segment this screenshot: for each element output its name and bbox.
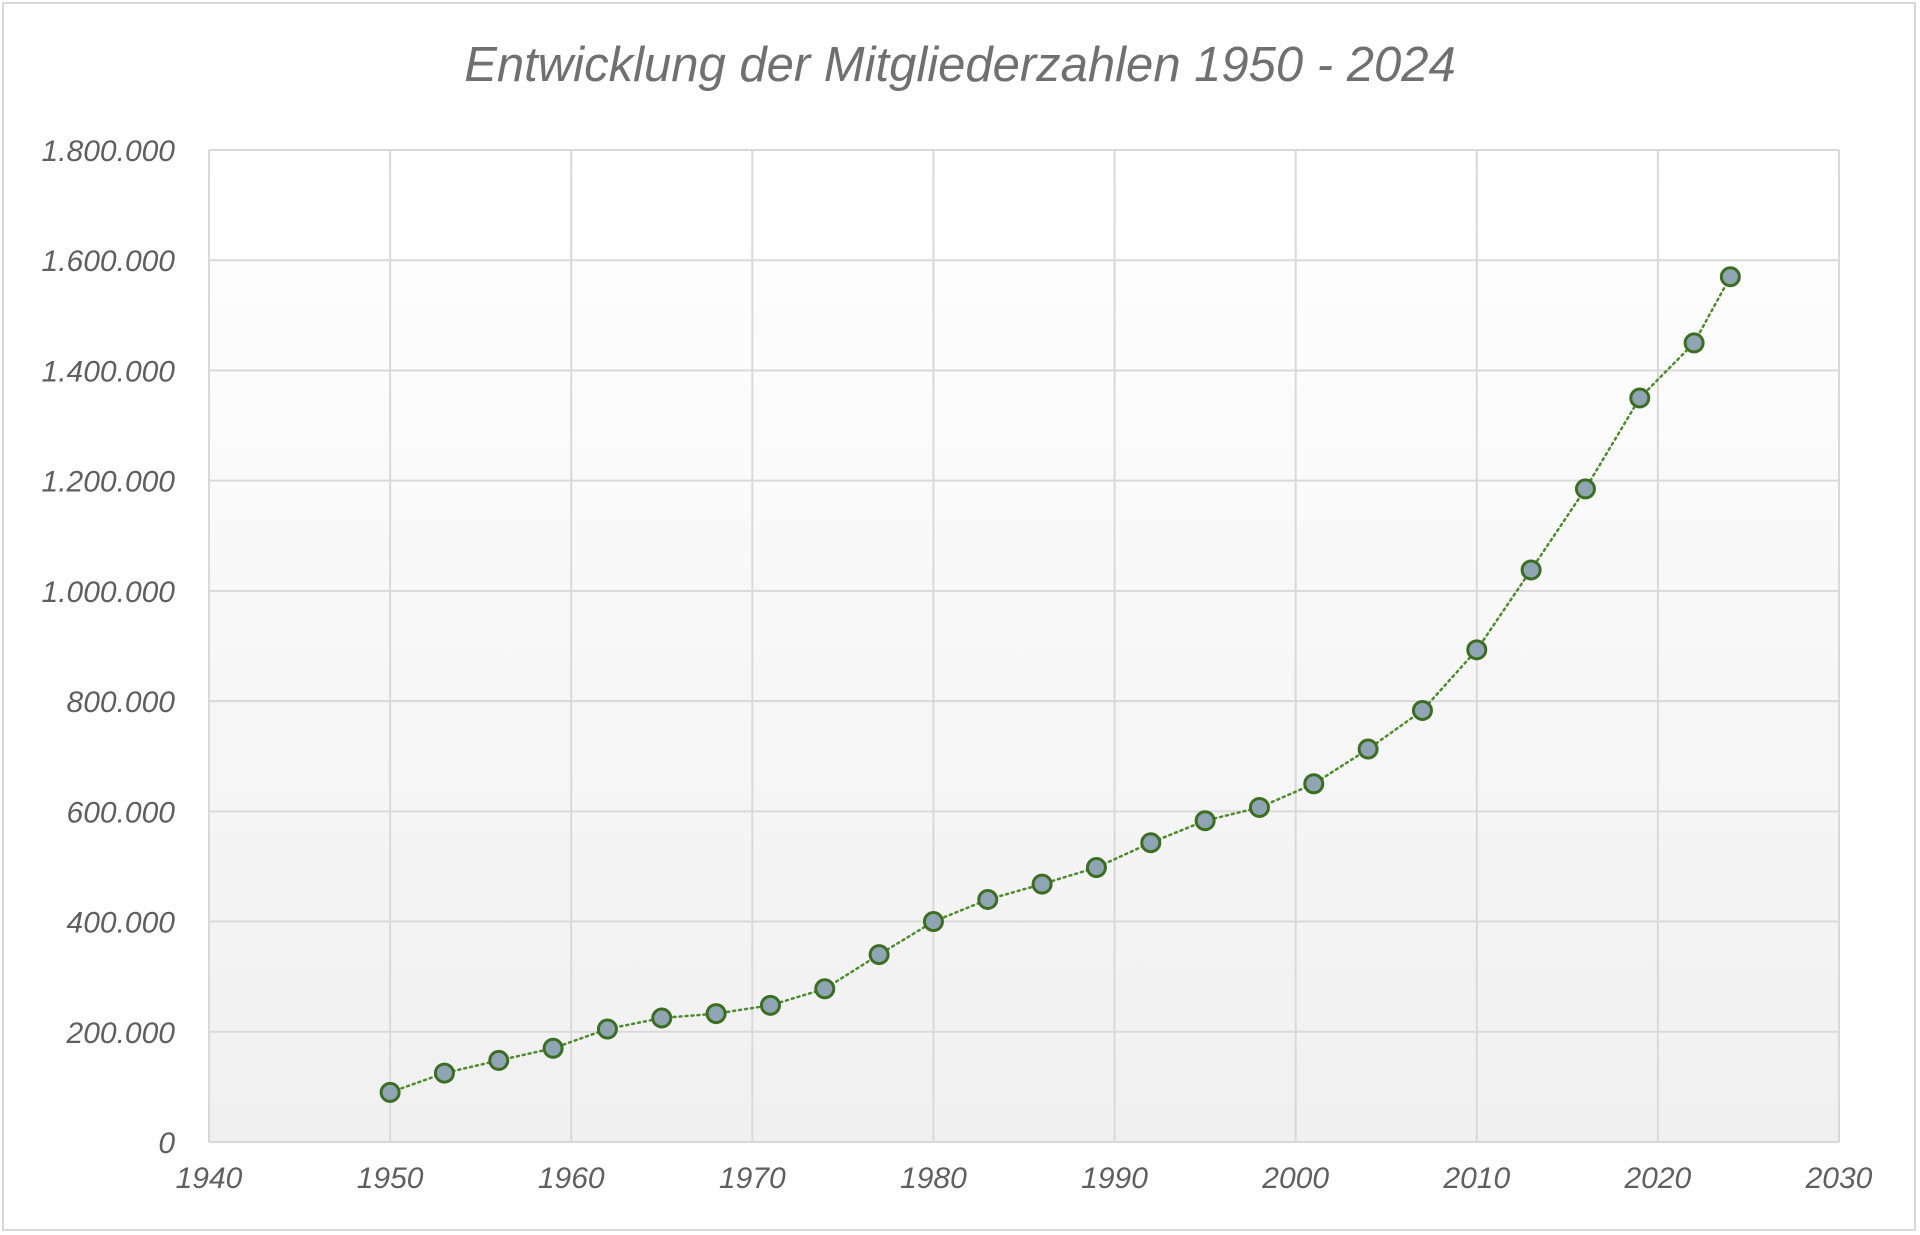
data-point [977, 889, 999, 911]
x-tick-label: 1950 [357, 1162, 424, 1195]
y-tick-label: 400.000 [67, 907, 176, 940]
data-point [1140, 832, 1162, 854]
y-tick-label: 1.800.000 [42, 135, 176, 168]
x-tick-label: 1970 [719, 1162, 786, 1195]
y-tick-label: 600.000 [67, 796, 176, 829]
data-point [379, 1081, 401, 1103]
y-tick-label: 0 [158, 1127, 175, 1160]
x-tick-label: 1940 [176, 1162, 243, 1195]
data-point [596, 1018, 618, 1040]
data-point [922, 911, 944, 933]
y-tick-label: 800.000 [67, 686, 176, 719]
data-point [759, 994, 781, 1016]
data-point [1466, 639, 1488, 661]
data-point [1411, 699, 1433, 721]
data-point [1719, 266, 1741, 288]
x-tick-label: 1960 [538, 1162, 605, 1195]
data-point [1629, 387, 1651, 409]
data-point [651, 1007, 673, 1029]
data-point [1683, 332, 1705, 354]
y-tick-label: 1.600.000 [42, 245, 176, 278]
x-tick-label: 2020 [1624, 1162, 1692, 1195]
plot-area [209, 150, 1839, 1142]
data-point [1085, 857, 1107, 879]
x-tick-label: 2000 [1261, 1162, 1329, 1195]
y-tick-label: 200.000 [66, 1017, 176, 1050]
data-point [1248, 796, 1270, 818]
data-point [1357, 738, 1379, 760]
data-point [705, 1003, 727, 1025]
axis-labels: 0 200.000 400.000 600.000 800.000 1.000.000 1.… [42, 135, 1873, 1195]
data-point [1303, 773, 1325, 795]
chart-title: Entwicklung der Mitgliederzahlen 1950 - … [464, 38, 1455, 92]
data-point [1574, 478, 1596, 500]
x-tick-label: 1980 [900, 1162, 967, 1195]
x-tick-label: 2030 [1805, 1162, 1873, 1195]
y-tick-label: 1.000.000 [42, 576, 176, 609]
data-point [542, 1037, 564, 1059]
data-series [379, 266, 1741, 1103]
y-tick-label: 1.400.000 [42, 355, 176, 388]
data-point [1194, 810, 1216, 832]
data-point [1031, 873, 1053, 895]
data-point [868, 944, 890, 966]
y-tick-label: 1.200.000 [42, 466, 176, 499]
x-tick-label: 1990 [1081, 1162, 1148, 1195]
data-point [814, 978, 836, 1000]
data-point [433, 1062, 455, 1084]
x-tick-label: 2010 [1442, 1162, 1510, 1195]
data-point [488, 1049, 510, 1071]
data-point [1520, 559, 1542, 581]
